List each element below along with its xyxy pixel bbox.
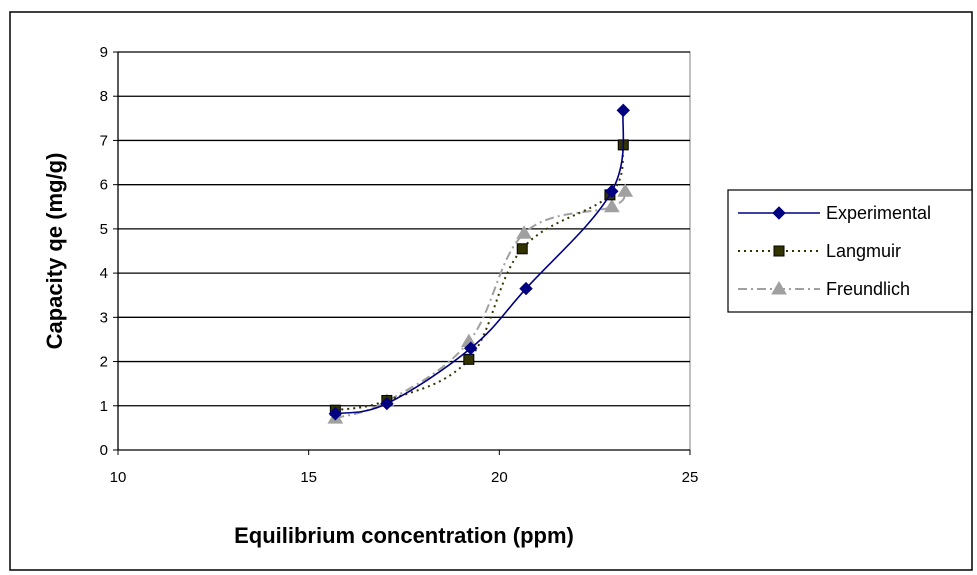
y-tick-label: 7: [100, 132, 108, 149]
data-point-langmuir: [463, 353, 475, 365]
legend-item-experimental: Experimental: [738, 203, 931, 223]
x-tick-label: 10: [110, 469, 127, 486]
legend-marker-freundlich: [771, 281, 787, 295]
legend-label-langmuir: Langmuir: [826, 241, 901, 261]
y-tick-label: 4: [100, 265, 108, 282]
data-point-freundlich: [603, 198, 620, 213]
legend-marker-langmuir: [773, 245, 785, 257]
y-tick-label: 2: [100, 354, 108, 371]
data-point-experimental: [464, 341, 478, 355]
plot-area: [117, 51, 691, 451]
y-tick-label: 5: [100, 221, 108, 238]
x-tick-label: 15: [300, 469, 317, 486]
data-point-langmuir: [516, 243, 528, 255]
y-tick-label: 6: [100, 177, 108, 194]
legend-marker-experimental: [772, 206, 786, 220]
legend-label-freundlich: Freundlich: [826, 279, 910, 299]
data-point-experimental: [605, 184, 619, 199]
y-tick-label: 8: [100, 88, 108, 105]
x-tick-label: 20: [491, 469, 508, 486]
y-tick-label: 3: [100, 309, 108, 326]
y-tick-label: 9: [100, 44, 108, 61]
legend-label-experimental: Experimental: [826, 203, 931, 223]
data-point-experimental: [616, 103, 630, 118]
data-point-freundlich: [617, 183, 634, 197]
y-tick-label: 0: [100, 442, 108, 459]
y-tick-label: 1: [100, 398, 108, 415]
data-point-experimental: [328, 407, 343, 421]
data-point-freundlich: [516, 225, 532, 239]
legend-item-freundlich: Freundlich: [738, 279, 910, 299]
series-layer: [327, 103, 634, 424]
legend: Experimental Langmuir Freundlich: [727, 189, 973, 313]
gridlines: [118, 51, 690, 407]
x-axis-ticks: 10 15 20 25: [110, 449, 699, 486]
legend-item-langmuir: Langmuir: [738, 241, 901, 261]
x-axis-title: Equilibrium concentration (ppm): [234, 523, 574, 548]
x-tick-label: 25: [682, 469, 699, 486]
series-line-freundlich: [335, 190, 627, 420]
series-experimental: [328, 103, 630, 421]
y-axis-title: Capacity qe (mg/g): [42, 153, 67, 350]
data-point-experimental: [380, 396, 394, 411]
y-axis-ticks: 0 1 2 3 4 5 6 7 8 9: [100, 44, 119, 459]
data-point-experimental: [519, 281, 533, 296]
